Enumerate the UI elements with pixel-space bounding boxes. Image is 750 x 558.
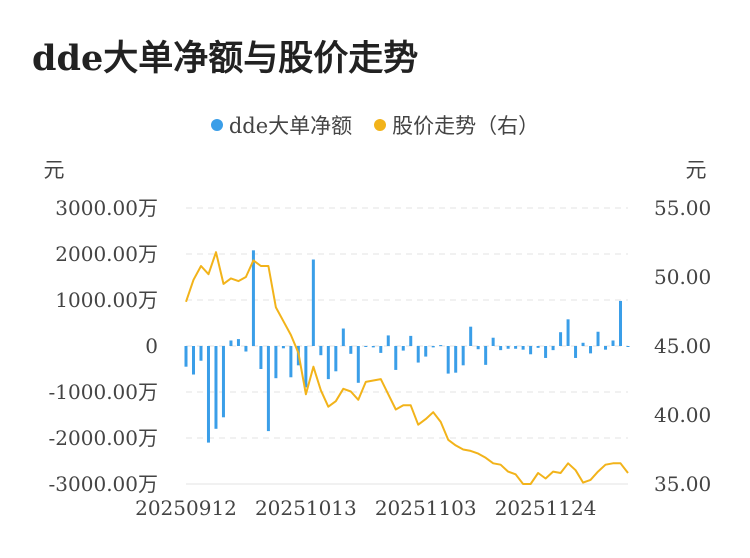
legend-swatch-dde: [210, 119, 223, 131]
bar: [566, 319, 570, 346]
left-tick-label: -3000.00万: [49, 472, 158, 496]
bar: [356, 346, 360, 383]
bar: [469, 326, 473, 346]
bar: [626, 346, 630, 347]
legend-label-dde: dde大单净额: [228, 114, 353, 138]
right-tick-label: 55.00: [654, 196, 711, 220]
bar: [544, 346, 548, 358]
bar: [409, 335, 413, 346]
bar: [461, 346, 465, 366]
bar: [281, 346, 285, 349]
bar: [199, 346, 203, 361]
bar: [619, 300, 623, 346]
chart-title: dde大单净额与股价走势: [32, 38, 419, 79]
bar: [506, 346, 510, 349]
bar-series: [184, 250, 630, 443]
bar: [349, 346, 353, 354]
line-series: [185, 251, 629, 485]
right-tick-label: 45.00: [654, 334, 711, 358]
bar: [274, 346, 278, 379]
legend-item-price[interactable]: 股价走势（右）: [374, 110, 539, 140]
bar: [476, 346, 480, 350]
bar: [311, 259, 315, 346]
bar: [431, 346, 435, 348]
bar: [289, 346, 293, 378]
bar: [379, 346, 383, 353]
bar: [529, 346, 533, 355]
bar: [236, 339, 240, 346]
x-tick-label: 20250912: [135, 496, 237, 520]
bar: [229, 340, 233, 346]
right-axis: 55.00 50.00 45.00 40.00 35.00 元: [654, 158, 711, 496]
left-axis: 3000.00万 2000.00万 1000.00万 0 -1000.00万 -2000.…: [44, 158, 159, 496]
bar: [341, 328, 345, 346]
bar: [304, 346, 308, 388]
bar: [581, 342, 585, 346]
right-tick-label: 40.00: [654, 403, 711, 427]
legend: dde大单净额 股价走势（右）: [0, 110, 750, 140]
bar: [439, 345, 443, 347]
bar: [446, 346, 450, 374]
right-tick-label: 50.00: [654, 265, 711, 289]
bar: [364, 346, 368, 347]
legend-label-price: 股价走势（右）: [392, 114, 540, 138]
bar: [551, 346, 555, 351]
bar: [559, 332, 563, 346]
bar: [334, 346, 338, 372]
price-line: [185, 251, 629, 485]
left-tick-label: 1000.00万: [55, 288, 158, 312]
bar: [574, 346, 578, 358]
bar: [319, 346, 323, 356]
left-tick-label: 0: [145, 334, 158, 358]
bar: [499, 346, 503, 351]
left-tick-label: -1000.00万: [49, 380, 158, 404]
bar: [604, 346, 608, 350]
bar: [401, 346, 405, 351]
bar: [514, 346, 518, 349]
left-tick-label: 3000.00万: [55, 196, 158, 220]
bar: [206, 346, 210, 443]
bar: [214, 346, 218, 429]
bar: [536, 346, 540, 348]
bar: [589, 346, 593, 354]
right-axis-unit: 元: [686, 158, 707, 182]
bar: [424, 346, 428, 357]
bar: [221, 346, 225, 418]
legend-item-dde[interactable]: dde大单净额: [210, 110, 353, 140]
bar: [386, 335, 390, 346]
bar: [251, 250, 255, 346]
bar: [259, 346, 263, 369]
left-axis-unit: 元: [44, 158, 65, 182]
left-tick-label: -2000.00万: [49, 426, 158, 450]
bar: [371, 346, 375, 348]
legend-swatch-price: [374, 119, 387, 131]
bar: [484, 346, 488, 365]
bar: [191, 346, 195, 375]
bar: [244, 346, 248, 352]
x-tick-label: 20251013: [255, 496, 357, 520]
x-tick-label: 20251124: [495, 496, 597, 520]
bar: [184, 346, 188, 367]
bar: [611, 340, 615, 346]
right-tick-label: 35.00: [654, 472, 711, 496]
x-axis: 20250912 20251013 20251103 20251124: [135, 496, 596, 520]
bar: [454, 346, 458, 373]
bar: [416, 346, 420, 363]
bar: [596, 331, 600, 346]
bar: [394, 346, 398, 370]
x-tick-label: 20251103: [375, 496, 477, 520]
bar: [521, 346, 525, 350]
bar: [491, 337, 495, 346]
bar: [326, 346, 330, 380]
left-tick-label: 2000.00万: [55, 242, 158, 266]
bar: [266, 346, 270, 432]
